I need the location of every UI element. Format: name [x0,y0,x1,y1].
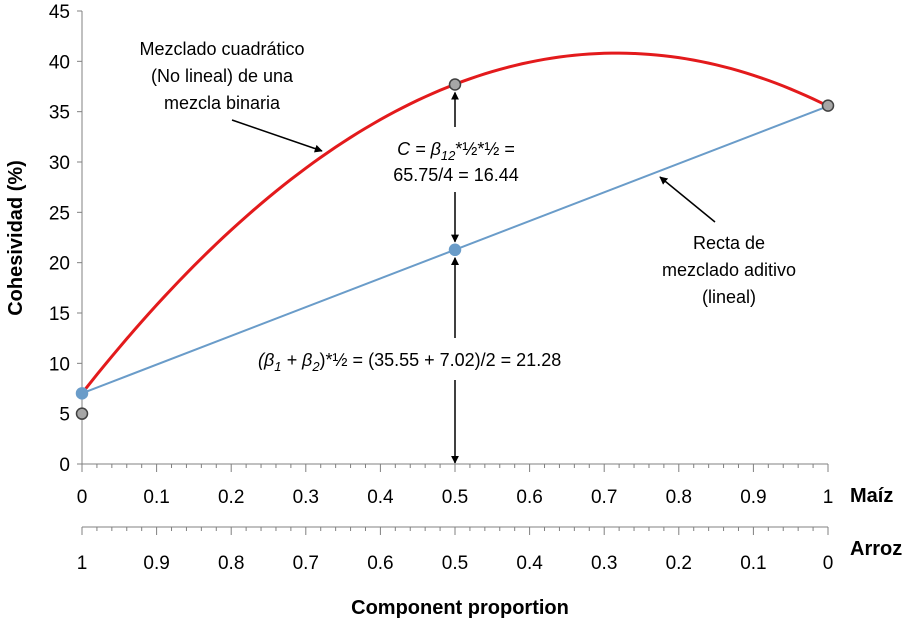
x-tick-label: 0.3 [591,553,617,574]
c-formula-line1: C = β12*½*½ = [397,139,515,163]
c-prefix: C = β [397,139,441,159]
x-tick-label: 0 [77,487,88,508]
y-tick-label: 25 [49,203,70,224]
quad-title-line2: (No lineal) de una [151,66,294,86]
f-open: (β [258,350,274,370]
linear-formula: (β1 + β2)*½ = (35.55 + 7.02)/2 = 21.28 [258,350,561,374]
f-rest: )*½ = (35.55 + 7.02)/2 = 21.28 [320,350,562,370]
x-tick-label: 1 [823,487,834,508]
point-observed-x0 [75,407,89,420]
x-tick-label: 0.3 [293,487,319,508]
f-plus: + β [282,350,313,370]
c-sub: 12 [441,148,456,163]
y-tick-label: 40 [49,52,70,73]
point-observed-x05 [448,78,462,91]
arrow-linear-label [659,176,716,223]
x-tick-label: 0.4 [516,553,543,574]
quad-title-line3: mezcla binaria [164,93,281,113]
x-tick-label: 0.8 [218,553,244,574]
x-tick-label: 0.1 [740,553,766,574]
y-tick-label: 20 [49,254,70,275]
x-tick-label: 0.2 [218,487,244,508]
x-tick-label: 0.6 [516,487,542,508]
y-tick-label: 15 [49,304,70,325]
point-observed-x1 [821,99,835,112]
x-tick-label: 0.1 [143,487,169,508]
x-tick-label: 0.7 [293,553,319,574]
arroz-axis-name: Arroz [850,538,902,560]
y-tick-label: 10 [49,354,70,375]
f-sub2: 2 [311,359,320,374]
maiz-axis-name: Maíz [850,485,893,507]
x-tick-label: 0.5 [442,553,468,574]
x-tick-label: 1 [77,553,88,574]
x-tick-label: 0.9 [740,487,766,508]
x-axis-title: Component proportion [351,597,569,619]
x-tick-label: 0.9 [143,553,169,574]
c-formula-line2: 65.75/4 = 16.44 [393,165,519,185]
x-tick-label: 0.8 [666,487,692,508]
point-linear-start [75,387,89,400]
y-axis-title: Cohesividad (%) [5,160,27,316]
x-tick-label: 0.2 [666,553,692,574]
f-sub1: 1 [274,359,281,374]
x-tick-label: 0.4 [367,487,394,508]
x-tick-label: 0.6 [367,553,393,574]
quad-title-line1: Mezclado cuadrático [139,39,304,59]
lin-title-line1: Recta de [693,233,765,253]
point-linear-mid [448,243,462,257]
x-tick-label: 0.5 [442,487,468,508]
y-tick-label: 5 [59,405,70,426]
c-suffix: *½*½ = [455,139,515,159]
y-tick-label: 35 [49,103,70,124]
lin-title-line3: (lineal) [702,287,756,307]
x-tick-label: 0.7 [591,487,617,508]
y-tick-label: 45 [49,2,70,23]
y-tick-label: 0 [59,455,70,476]
x-tick-label: 0 [823,553,834,574]
arrow-quad-label [231,119,323,153]
lin-title-line2: mezclado aditivo [662,260,796,280]
y-tick-label: 30 [49,153,70,174]
